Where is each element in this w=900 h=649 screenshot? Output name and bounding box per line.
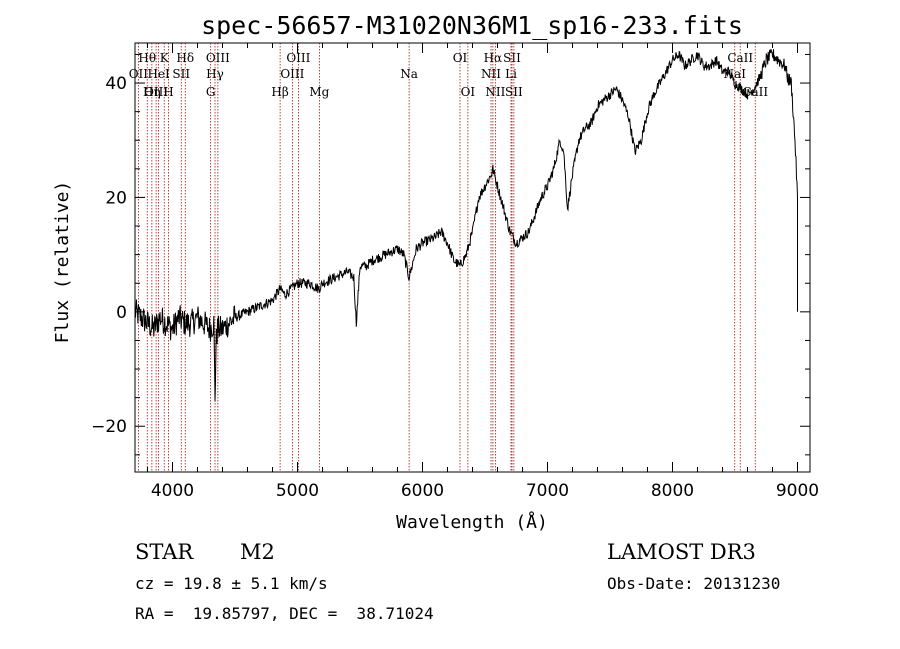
- marker-label: OIII: [144, 85, 168, 99]
- chart-title: spec-56657-M31020N36M1_sp16-233.fits: [201, 11, 743, 40]
- survey-name: LAMOST DR3: [607, 540, 756, 564]
- x-axis-label: Wavelength (Å): [396, 511, 548, 533]
- marker-label: SII: [505, 85, 523, 99]
- marker-label: Hγ: [206, 67, 224, 81]
- y-tick-label: 0: [116, 303, 127, 323]
- marker-label: OI: [461, 85, 476, 99]
- marker-label: NII: [481, 67, 501, 81]
- marker-label: Hδ: [176, 51, 194, 65]
- axis-ticks: 4000 5000 6000 7000 8000 9000 −20 0 20 40: [91, 43, 819, 501]
- marker-label: Hθ: [138, 51, 156, 65]
- marker-label: NII: [485, 85, 505, 99]
- obs-date: Obs-Date: 20131230: [607, 574, 781, 593]
- marker-label: K: [160, 51, 170, 65]
- marker-label: SII: [503, 51, 521, 65]
- x-tick-label: 4000: [151, 481, 194, 501]
- marker-label: Hη: [143, 85, 161, 99]
- marker-label: Hβ: [271, 85, 288, 99]
- subclass: M2: [240, 540, 275, 564]
- marker-label: G: [206, 85, 216, 99]
- marker-label: Hα: [484, 51, 503, 65]
- marker-label: CaII: [727, 51, 753, 65]
- marker-label: SII: [172, 67, 190, 81]
- y-tick-label: 40: [105, 74, 127, 94]
- marker-label: Li: [505, 67, 517, 81]
- marker-label: OII: [129, 67, 149, 81]
- y-axis-label: Flux (relative): [52, 181, 73, 344]
- y-tick-label: 20: [105, 188, 127, 208]
- x-tick-label: 6000: [401, 481, 444, 501]
- x-tick-label: 8000: [651, 481, 694, 501]
- coordinates: RA = 19.85797, DEC = 38.71024: [135, 604, 434, 623]
- marker-label: Na: [400, 67, 418, 81]
- y-tick-label: −20: [91, 417, 127, 437]
- marker-label: Mg: [309, 85, 329, 99]
- plot-frame: [134, 42, 811, 473]
- marker-label: CaII: [742, 85, 768, 99]
- marker-label: OIII: [286, 51, 310, 65]
- x-tick-label: 9000: [776, 481, 819, 501]
- marker-label: OIII: [280, 67, 304, 81]
- marker-label: H: [163, 85, 173, 99]
- x-tick-label: 5000: [276, 481, 319, 501]
- spectrum-trace: [134, 49, 798, 402]
- marker-label: OIII: [206, 51, 230, 65]
- marker-label: OI: [453, 51, 468, 65]
- redshift-cz: cz = 19.8 ± 5.1 km/s: [135, 574, 328, 593]
- x-tick-label: 7000: [526, 481, 569, 501]
- marker-label: HeI: [147, 67, 170, 81]
- object-class: STAR: [135, 540, 194, 564]
